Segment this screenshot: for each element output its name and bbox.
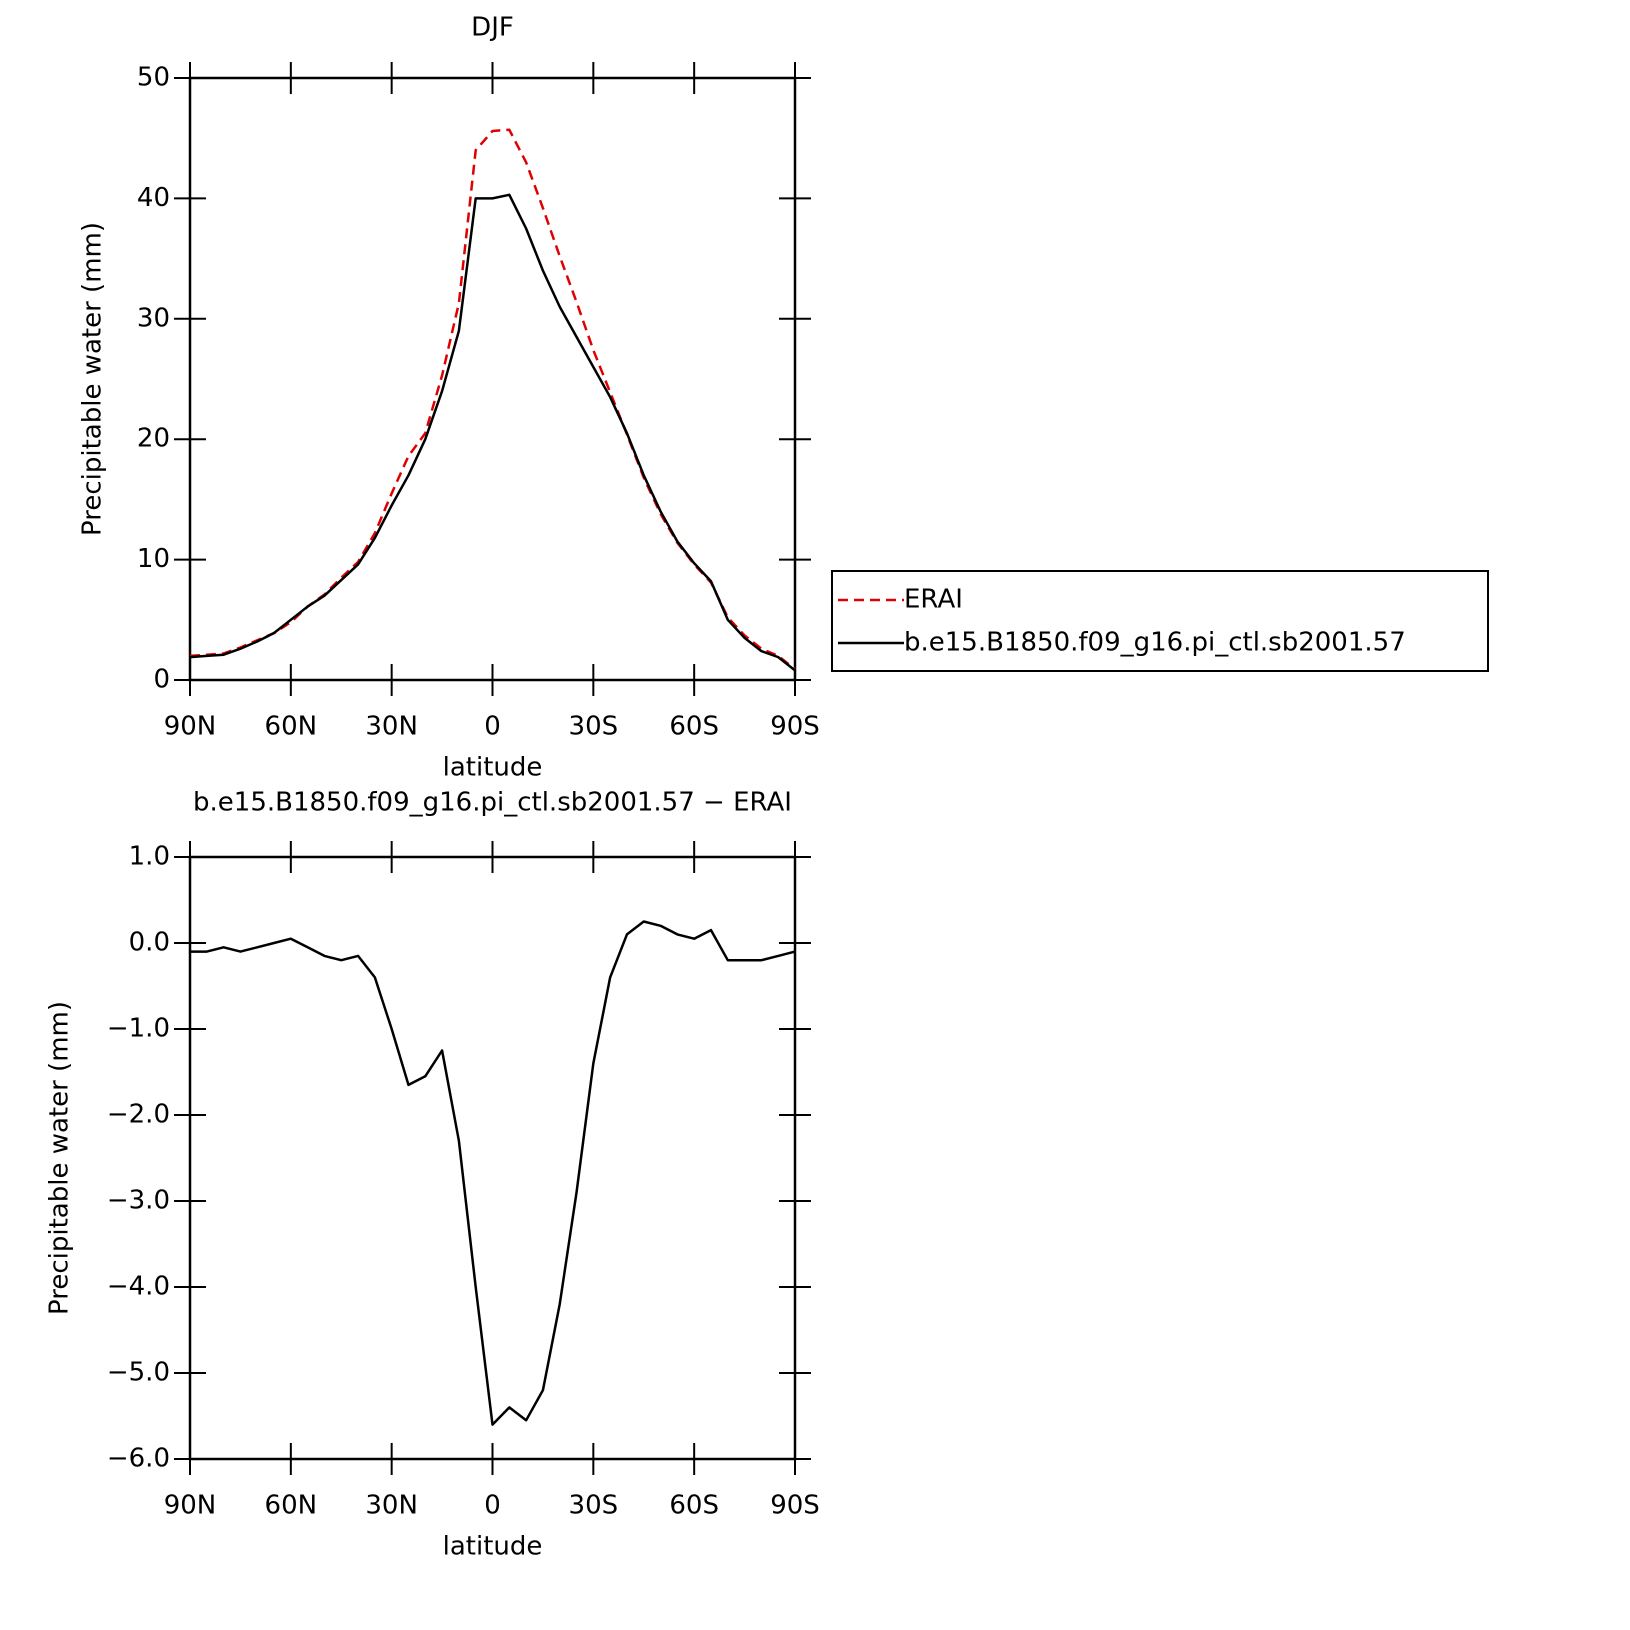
y-tick-label: 0 [153, 665, 170, 695]
y-tick-label: 40 [137, 183, 170, 213]
y-tick-label: −5.0 [107, 1358, 170, 1388]
x-tick-label: 60S [669, 712, 719, 742]
x-tick-label: 60S [669, 1491, 719, 1521]
legend-box [831, 570, 1489, 672]
x-tick-label: 0 [484, 1491, 501, 1521]
x-tick-label: 60N [265, 712, 318, 742]
y-axis-label: Precipitable water (mm) [45, 1001, 75, 1315]
y-tick-label: 0.0 [129, 928, 170, 958]
y-tick-label: 20 [137, 424, 170, 454]
y-tick-label: 1.0 [129, 842, 170, 872]
x-tick-label: 90N [164, 712, 217, 742]
x-axis-label: latitude [443, 753, 543, 783]
y-tick-label: −4.0 [107, 1272, 170, 1302]
x-tick-label: 30N [365, 1491, 418, 1521]
x-tick-label: 60N [265, 1491, 318, 1521]
x-tick-label: 30S [569, 1491, 619, 1521]
plot-frame [188, 76, 797, 682]
x-tick-label: 0 [484, 712, 501, 742]
data-line [190, 920, 796, 1426]
chart-title: DJF [471, 13, 514, 43]
y-tick-label: −1.0 [107, 1014, 170, 1044]
x-tick-label: 90N [164, 1491, 217, 1521]
chart-title: b.e15.B1850.f09_g16.pi_ctl.sb2001.57 − E… [193, 788, 792, 818]
x-axis-label: latitude [443, 1532, 543, 1562]
y-tick-label: −6.0 [107, 1444, 170, 1474]
y-axis-label: Precipitable water (mm) [78, 222, 108, 536]
y-tick-label: 30 [137, 303, 170, 333]
y-tick-label: 10 [137, 544, 170, 574]
plot-frame [188, 855, 797, 1461]
data-line [189, 128, 796, 671]
y-tick-label: −3.0 [107, 1186, 170, 1216]
x-tick-label: 30N [365, 712, 418, 742]
legend-label: b.e15.B1850.f09_g16.pi_ctl.sb2001.57 [904, 628, 1406, 658]
x-tick-label: 30S [569, 712, 619, 742]
legend-label: ERAI [904, 585, 963, 615]
x-tick-label: 90S [770, 712, 820, 742]
data-line [189, 193, 796, 672]
y-tick-label: 50 [137, 63, 170, 93]
y-tick-label: −2.0 [107, 1100, 170, 1130]
x-tick-label: 90S [770, 1491, 820, 1521]
